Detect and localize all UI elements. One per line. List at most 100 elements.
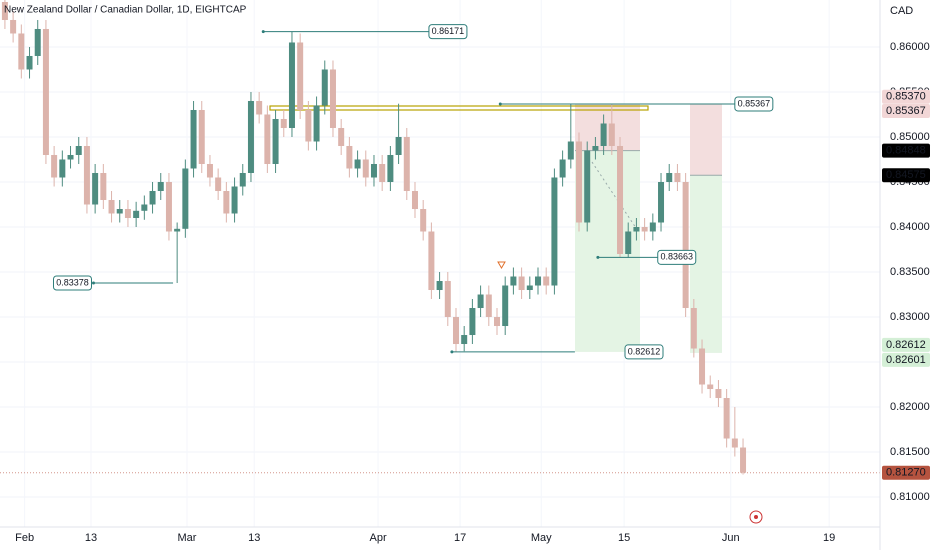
candle-body: [297, 42, 304, 110]
candle-body: [190, 109, 197, 169]
candle-body: [633, 227, 640, 232]
candle-body: [100, 172, 107, 200]
level-label: 0.86171: [432, 26, 465, 36]
candle-body: [559, 159, 566, 178]
candle-body: [59, 159, 66, 178]
x-tick-label: 17: [454, 532, 466, 544]
candle-body: [608, 123, 615, 146]
candle-body: [116, 208, 123, 214]
candle-body: [526, 285, 533, 291]
level-label-box: [428, 24, 468, 40]
candle-body: [436, 281, 443, 291]
x-tick-label: Mar: [178, 532, 197, 544]
price-badge-label: 0.85367: [886, 105, 926, 117]
price-badge: [882, 337, 930, 352]
candle-body: [1, 1, 8, 20]
candle-body: [502, 285, 509, 327]
candle-body: [338, 127, 345, 146]
candle-body: [452, 317, 459, 345]
stop-zone: [575, 103, 640, 151]
price-badge-label: 0.85370: [886, 91, 926, 103]
candle-body: [576, 141, 583, 223]
price-badge-label: 0.84848: [886, 145, 926, 157]
marker: [497, 261, 506, 269]
candle-body: [288, 42, 295, 128]
candle-body: [666, 172, 673, 182]
stop-zone: [690, 103, 722, 176]
candle-body: [362, 159, 369, 178]
candle-body: [617, 145, 624, 255]
price-badge: [882, 168, 930, 183]
x-tick-label: 19: [823, 532, 835, 544]
candle-body: [682, 181, 689, 309]
level-label: 0.83378: [56, 277, 89, 287]
candle-body: [264, 114, 271, 164]
candle-body: [18, 33, 25, 70]
candle-body: [469, 308, 476, 336]
candle-body: [493, 317, 500, 327]
candle-body: [124, 208, 131, 219]
candle-body: [149, 190, 156, 205]
candle-body: [370, 163, 377, 178]
level-dot: [91, 281, 95, 285]
candle-body: [600, 123, 607, 146]
y-tick-label: 0.83000: [890, 311, 930, 323]
candle-body: [535, 276, 542, 286]
price-badge-label: 0.82601: [886, 354, 926, 366]
x-tick-label: 15: [618, 532, 630, 544]
x-tick-label: 13: [248, 532, 260, 544]
candle-body: [92, 172, 99, 205]
candle-body: [157, 181, 164, 191]
candle-body: [699, 348, 706, 385]
x-tick-label: May: [531, 532, 552, 544]
y-tick-label: 0.81500: [890, 446, 930, 458]
y-tick-label: 0.85000: [890, 131, 930, 143]
candle-body: [485, 294, 492, 318]
candle-body: [108, 199, 115, 214]
candle-body: [346, 145, 353, 169]
candle-body: [707, 384, 714, 390]
level-dot: [498, 102, 502, 106]
candle-body: [239, 172, 246, 187]
price-badge: [882, 465, 930, 480]
candle-body: [567, 141, 574, 160]
candle-body: [272, 118, 279, 164]
candle-body: [26, 55, 33, 70]
candle-body: [551, 177, 558, 286]
chart-title: New Zealand Dollar / Canadian Dollar, 1D…: [4, 5, 247, 16]
candle-body: [477, 294, 484, 309]
level-dot: [261, 30, 265, 34]
currency: CAD: [890, 5, 913, 17]
candle-body: [658, 181, 665, 223]
level-label: 0.85367: [738, 98, 771, 108]
price-badge: [882, 89, 930, 104]
level-label-box: [52, 275, 92, 291]
level-label-box: [624, 344, 664, 360]
price-badge: [882, 352, 930, 367]
candle-body: [182, 168, 189, 229]
candle-body: [133, 210, 140, 219]
candle-body: [67, 154, 74, 160]
candle-body: [141, 204, 148, 211]
candle-body: [740, 447, 747, 473]
candle-body: [313, 105, 320, 142]
level-dot: [596, 255, 600, 259]
candle-body: [420, 208, 427, 232]
candle-body: [280, 118, 287, 128]
candle-body: [723, 398, 730, 439]
candle-body: [715, 389, 722, 399]
candle-body: [305, 109, 312, 142]
candle-body: [379, 163, 386, 182]
price-badge: [882, 103, 930, 118]
candle-body: [461, 335, 468, 345]
trend-dots: [591, 161, 637, 229]
candle-body: [625, 231, 632, 255]
event-icon: [749, 510, 763, 524]
candle-body: [428, 231, 435, 291]
candle-body: [231, 186, 238, 214]
candle-body: [387, 154, 394, 182]
level-label: 0.82612: [628, 346, 661, 356]
candle-body: [584, 150, 591, 223]
